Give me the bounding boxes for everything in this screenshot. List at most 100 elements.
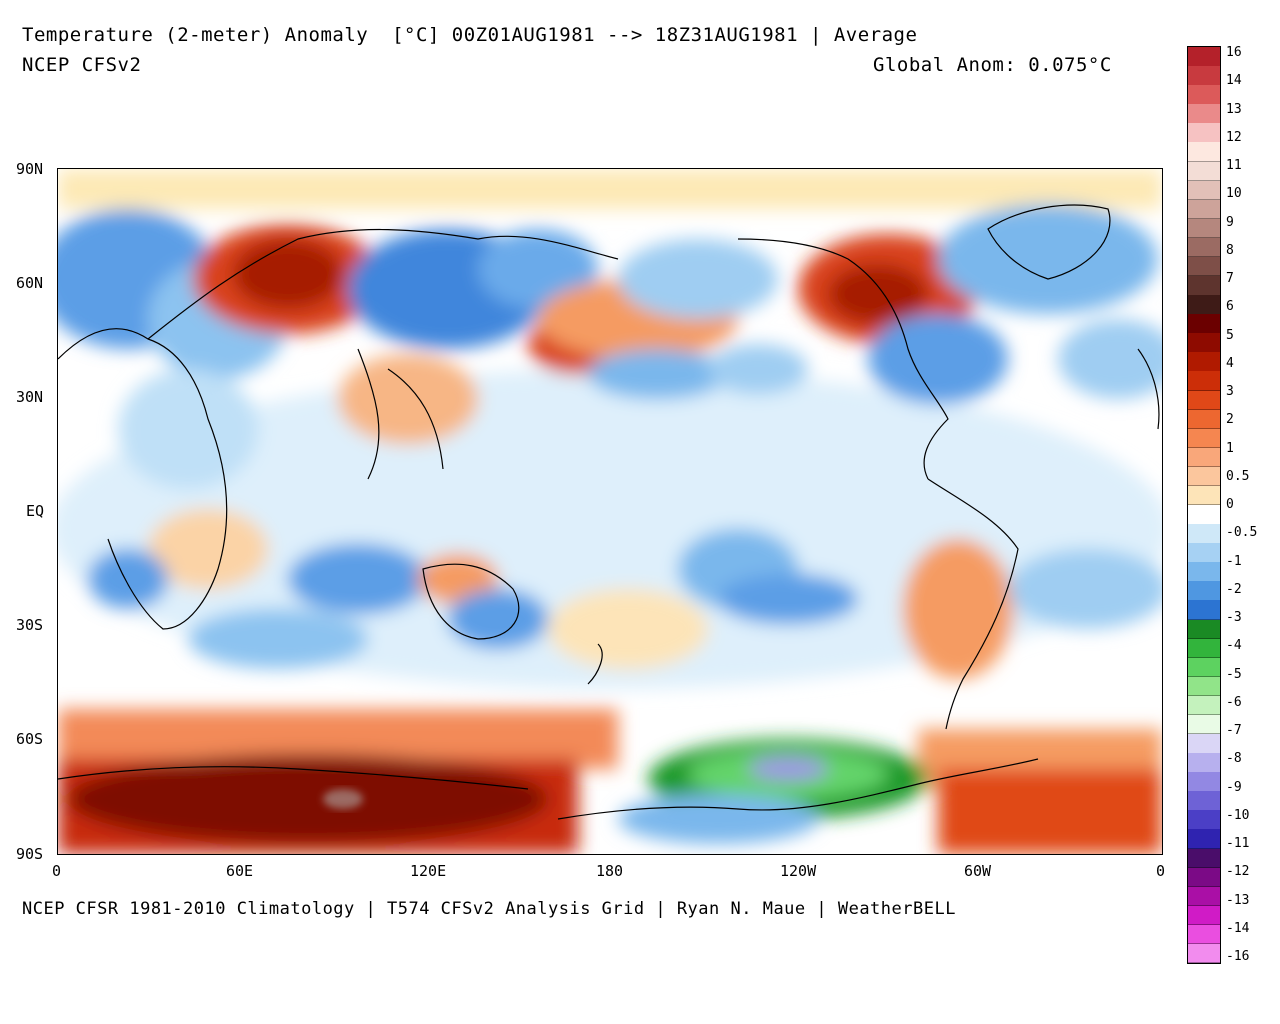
footer-credit: NCEP CFSR 1981-2010 Climatology | T574 C… [22, 899, 956, 919]
colorbar-label: -5 [1226, 666, 1242, 682]
colorbar-label: -14 [1226, 920, 1250, 936]
colorbar-swatch [1188, 886, 1220, 907]
anomaly-field [58, 169, 1162, 854]
colorbar-label: -9 [1226, 779, 1242, 795]
colorbar-label: 1 [1226, 440, 1234, 456]
colorbar-swatch [1188, 848, 1220, 869]
colorbar-swatch [1188, 123, 1220, 143]
colorbar-swatch [1188, 428, 1220, 449]
colorbar-swatch [1188, 772, 1220, 792]
colorbar-swatch [1188, 619, 1220, 640]
colorbar-swatch [1188, 581, 1220, 601]
lat-label-90s: 90S [16, 845, 44, 863]
colorbar-label: 6 [1226, 299, 1234, 315]
colorbar-label: 2 [1226, 412, 1234, 428]
lon-label-60e: 60E [226, 862, 254, 880]
colorbar-label: -10 [1226, 807, 1250, 823]
colorbar-label: -4 [1226, 638, 1242, 654]
colorbar-swatch [1188, 180, 1220, 201]
colorbar-label: -12 [1226, 864, 1250, 880]
lon-label-120w: 120W [780, 862, 817, 880]
colorbar-swatch [1188, 104, 1220, 124]
anomaly-map-canvas [58, 169, 1162, 854]
colorbar-swatch [1188, 867, 1220, 888]
colorbar-label: -1 [1226, 553, 1242, 569]
lon-label-180: 180 [596, 862, 624, 880]
lat-label-eq: EQ [26, 502, 45, 520]
colorbar-label: -3 [1226, 610, 1242, 625]
colorbar-label: 14 [1226, 73, 1242, 89]
colorbar [1187, 46, 1221, 964]
colorbar-swatch [1188, 314, 1220, 334]
lat-label-30n: 30N [16, 388, 44, 406]
colorbar-label: 11 [1226, 158, 1242, 173]
lon-label-120e: 120E [410, 862, 447, 880]
colorbar-swatch [1188, 66, 1220, 86]
colorbar-swatch [1188, 638, 1220, 659]
colorbar-swatch [1188, 714, 1220, 735]
lat-label-30s: 30S [16, 616, 44, 634]
colorbar-swatch [1188, 295, 1220, 315]
colorbar-label: -16 [1226, 949, 1250, 964]
colorbar-swatch [1188, 276, 1220, 296]
colorbar-swatch [1188, 695, 1220, 716]
colorbar-swatch [1188, 85, 1220, 105]
colorbar-label: 4 [1226, 355, 1234, 371]
colorbar-swatch [1188, 352, 1220, 372]
colorbar-swatch [1188, 924, 1220, 945]
coastlines [58, 204, 1160, 820]
colorbar-swatch [1188, 447, 1220, 468]
colorbar-swatch [1188, 161, 1220, 182]
global-anomaly-value: Global Anom: 0.075°C [873, 54, 1112, 76]
colorbar-swatch [1188, 199, 1220, 220]
lon-label-60w: 60W [964, 862, 992, 880]
colorbar-swatch [1188, 218, 1220, 239]
colorbar-swatch [1188, 409, 1220, 430]
colorbar-swatch [1188, 905, 1220, 926]
colorbar-swatch [1188, 256, 1220, 277]
colorbar-label: 0 [1226, 497, 1234, 512]
colorbar-label: 5 [1226, 327, 1234, 343]
map-title: Temperature (2-meter) Anomaly [°C] 00Z01… [22, 24, 918, 46]
lat-label-90n: 90N [16, 160, 44, 178]
colorbar-swatch [1188, 543, 1220, 563]
colorbar-swatch [1188, 333, 1220, 353]
colorbar-label: 3 [1226, 384, 1234, 399]
colorbar-swatch [1188, 600, 1220, 620]
colorbar-label: 9 [1226, 214, 1234, 230]
lat-label-60n: 60N [16, 274, 44, 292]
colorbar-label: -11 [1226, 836, 1250, 851]
colorbar-label: 7 [1226, 271, 1234, 286]
colorbar-label: -0.5 [1226, 525, 1258, 541]
colorbar-swatch [1188, 810, 1220, 830]
colorbar-label: 16 [1226, 45, 1242, 60]
colorbar-swatch [1188, 524, 1220, 544]
colorbar-label: 13 [1226, 101, 1242, 117]
colorbar-label: 12 [1226, 129, 1242, 145]
anomaly-map [57, 168, 1163, 855]
colorbar-label: -8 [1226, 751, 1242, 767]
colorbar-label: -2 [1226, 581, 1242, 597]
colorbar-label: 0.5 [1226, 468, 1250, 484]
colorbar-label: -13 [1226, 892, 1250, 908]
colorbar-label: 10 [1226, 186, 1242, 202]
colorbar-swatch [1188, 47, 1220, 67]
colorbar-label: 8 [1226, 242, 1234, 258]
colorbar-swatch [1188, 676, 1220, 697]
colorbar-swatch [1188, 237, 1220, 258]
colorbar-label: -6 [1226, 694, 1242, 710]
lat-label-60s: 60S [16, 730, 44, 748]
colorbar-swatch [1188, 943, 1220, 964]
colorbar-label: -7 [1226, 723, 1242, 738]
colorbar-swatch [1188, 371, 1220, 391]
colorbar-swatch [1188, 485, 1220, 506]
colorbar-swatch [1188, 734, 1220, 754]
colorbar-swatch [1188, 791, 1220, 811]
lon-label-0: 0 [52, 862, 62, 880]
lon-label-0-east: 0 [1156, 862, 1166, 880]
colorbar-swatch [1188, 390, 1220, 411]
colorbar-swatch [1188, 505, 1220, 525]
colorbar-swatch [1188, 657, 1220, 678]
colorbar-swatch [1188, 829, 1220, 849]
colorbar-swatch [1188, 466, 1220, 487]
